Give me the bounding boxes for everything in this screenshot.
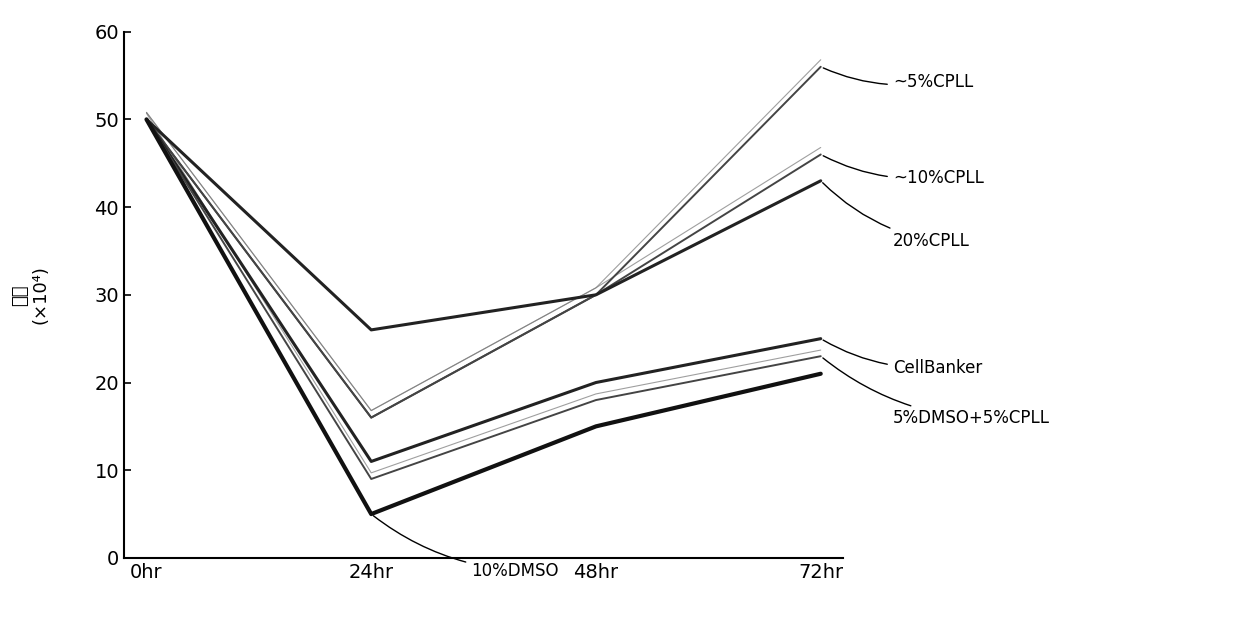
Text: 10%DMSO: 10%DMSO [373, 516, 559, 579]
Text: CellBanker: CellBanker [823, 340, 982, 377]
Text: 细胞
(×10⁴): 细胞 (×10⁴) [11, 266, 50, 324]
Text: 20%CPLL: 20%CPLL [822, 183, 970, 250]
Text: ~5%CPLL: ~5%CPLL [823, 68, 973, 91]
Text: ~10%CPLL: ~10%CPLL [823, 156, 983, 186]
Text: 5%DMSO+5%CPLL: 5%DMSO+5%CPLL [823, 358, 1050, 427]
